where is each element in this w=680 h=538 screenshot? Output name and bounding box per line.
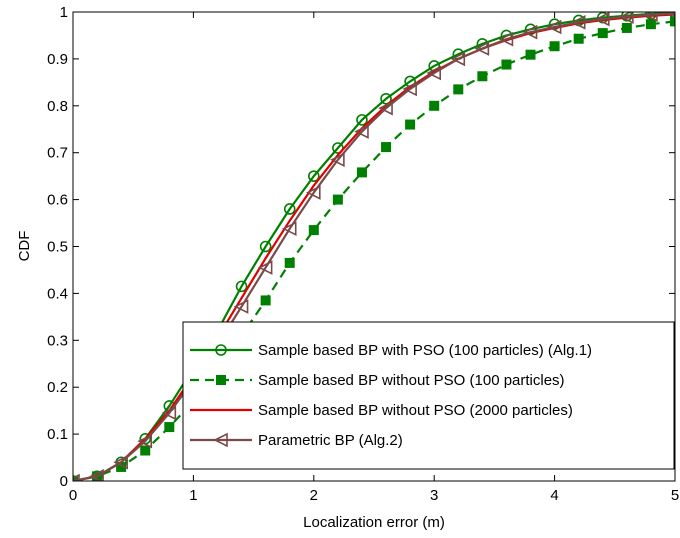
series-line [73,20,675,481]
series-point [113,454,128,470]
y-tick-label: 1 [60,4,68,21]
series-point [306,185,321,200]
series-point [450,51,466,67]
series-point [284,257,295,268]
series-point [525,49,536,60]
series-point [332,194,343,205]
legend-label: Parametric BP (Alg.2) [258,432,403,449]
series-point [597,28,608,39]
series-point [670,16,675,27]
series-point [453,84,464,95]
series-point [477,71,488,82]
y-tick-label: 0 [60,473,68,490]
x-tick-label: 1 [189,487,197,504]
y-tick-label: 0.4 [47,285,68,302]
series-point [308,225,319,236]
series-point [619,12,634,24]
x-tick-label: 2 [310,487,318,504]
series-point [498,31,514,47]
series-point [429,100,440,111]
y-tick-label: 0.1 [47,426,68,443]
series-point [594,12,610,27]
series-point [283,203,296,215]
tick-layer: 0 1 2 3 4 5 0 0.1 0.2 0.3 0.4 0.5 0.6 0.7 0.8 0.9 1 [47,4,679,504]
series-point [164,422,175,433]
legend-entries: Sample based BP with PSO (100 particles)… [190,342,592,449]
series-point [380,92,392,105]
series-point [546,19,562,35]
series-point [330,152,345,168]
series-point [354,124,369,139]
series-point [474,41,490,56]
y-tick-label: 0.9 [47,51,68,68]
y-tick-label: 0.6 [47,192,68,209]
series-point [73,476,78,481]
series-point [89,469,104,481]
legend-label: Sample based BP without PSO (100 particl… [258,372,565,389]
x-axis-label: Localization error (m) [303,514,445,531]
series-point [570,15,586,30]
series-point [405,119,416,130]
y-tick-label: 0.5 [47,239,68,256]
series-point [356,114,368,126]
series-point [426,65,442,81]
series-point [140,445,151,456]
x-tick-label: 3 [430,487,438,504]
x-tick-label: 0 [69,487,77,504]
x-tick-label: 4 [550,487,558,504]
series-point [233,299,249,314]
series-point [116,461,127,472]
y-tick-label: 0.7 [47,145,68,162]
y-tick-label: 0.2 [47,379,68,396]
legend-marker [213,432,228,448]
series-point [356,167,367,178]
y-axis-label: CDF [16,231,33,262]
series-point [621,22,632,33]
series-point [260,295,271,306]
series-point [378,100,393,116]
series-point [257,260,273,275]
series-point [645,19,656,30]
legend-marker [216,375,226,385]
series-point [307,170,320,182]
series-point [549,41,560,52]
series-point [402,81,417,97]
legend-label: Sample based BP without PSO (2000 partic… [258,402,573,419]
legend-marker [215,344,227,356]
legend: Sample based BP with PSO (100 particles)… [182,321,675,470]
legend-label: Sample based BP with PSO (100 particles)… [258,342,592,359]
series-point [643,12,658,23]
series-point [235,280,248,293]
legend-box [182,321,675,470]
series-point [381,142,392,153]
series-point [501,59,512,70]
series-point [161,405,177,421]
series-point [137,433,153,449]
x-tick-label: 5 [671,487,679,504]
y-tick-label: 0.3 [47,332,68,349]
series-point [522,24,538,40]
series-point [281,221,297,236]
series-point [573,33,584,44]
series-point [259,240,272,253]
y-tick-label: 0.8 [47,98,68,115]
